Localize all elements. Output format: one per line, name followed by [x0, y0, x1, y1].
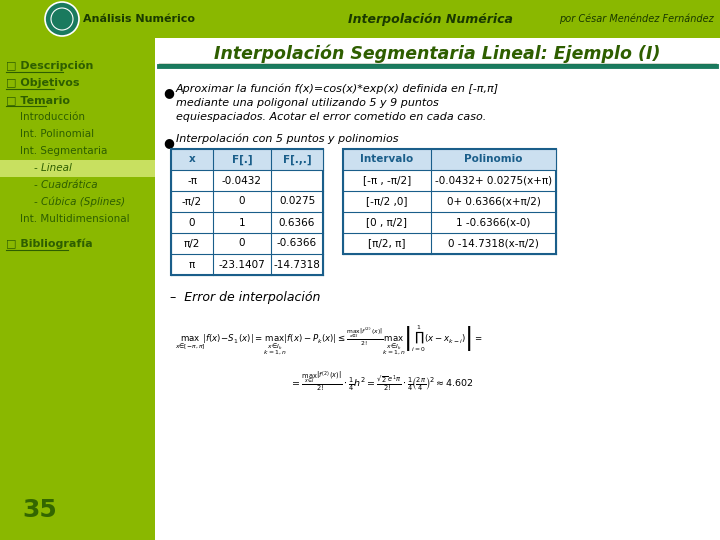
Text: □ Objetivos: □ Objetivos — [6, 78, 79, 88]
Circle shape — [45, 2, 79, 36]
Text: 0: 0 — [239, 239, 246, 248]
Text: –  Error de interpolación: – Error de interpolación — [170, 291, 320, 304]
Text: 0: 0 — [189, 218, 195, 227]
Text: 0: 0 — [239, 197, 246, 206]
Text: 0.0275: 0.0275 — [279, 197, 315, 206]
Text: [0 , π/2]: [0 , π/2] — [366, 218, 408, 227]
Text: Aproximar la función f(x)=cos(x)*exp(x) definida en [-π,π]: Aproximar la función f(x)=cos(x)*exp(x) … — [176, 84, 499, 94]
Bar — [343, 149, 556, 170]
Text: □ Bibliografía: □ Bibliografía — [6, 239, 93, 249]
Text: -14.7318: -14.7318 — [274, 260, 320, 269]
Text: Interpolación Numérica: Interpolación Numérica — [348, 12, 513, 25]
Text: Int. Polinomial: Int. Polinomial — [20, 129, 94, 139]
Text: Introducción: Introducción — [20, 112, 85, 122]
Text: 1 -0.6366(x-0): 1 -0.6366(x-0) — [456, 218, 531, 227]
Text: $\max_{x\in[-\pi,\pi]}\!\left|f(x)-S_1(x)\right|= \max_{\substack{x\in I_k\\k=1,: $\max_{x\in[-\pi,\pi]}\!\left|f(x)-S_1(x… — [175, 323, 483, 356]
Text: equiespaciados. Acotar el error cometido en cada caso.: equiespaciados. Acotar el error cometido… — [176, 112, 486, 122]
Text: -π: -π — [187, 176, 197, 186]
Text: Intervalo: Intervalo — [361, 154, 413, 165]
Text: - Lineal: - Lineal — [34, 163, 72, 173]
Text: ●: ● — [163, 86, 174, 99]
Text: Int. Multidimensional: Int. Multidimensional — [20, 214, 130, 224]
Text: [π/2, π]: [π/2, π] — [368, 239, 406, 248]
Bar — [343, 149, 556, 254]
Bar — [155, 38, 720, 540]
Text: π: π — [189, 260, 195, 269]
Text: -π/2: -π/2 — [182, 197, 202, 206]
Text: mediante una poligonal utilizando 5 y 9 puntos: mediante una poligonal utilizando 5 y 9 … — [176, 98, 438, 108]
Text: ●: ● — [163, 136, 174, 149]
Text: -23.1407: -23.1407 — [219, 260, 266, 269]
Text: x: x — [189, 154, 195, 165]
Bar — [171, 149, 323, 170]
Text: Polinomio: Polinomio — [464, 154, 523, 165]
Text: 0+ 0.6366(x+π/2): 0+ 0.6366(x+π/2) — [446, 197, 541, 206]
Bar — [0, 160, 155, 177]
Text: 1: 1 — [239, 218, 246, 227]
Text: Interpolación con 5 puntos y polinomios: Interpolación con 5 puntos y polinomios — [176, 134, 398, 145]
Text: $= \frac{\max_{x\in I}\left|f^{(2)}(x)\right|}{2!}\cdot\frac{1}{4}h^2 = \frac{\s: $= \frac{\max_{x\in I}\left|f^{(2)}(x)\r… — [290, 369, 473, 393]
Text: F[.]: F[.] — [232, 154, 252, 165]
Text: □ Descripción: □ Descripción — [6, 60, 94, 71]
Text: - Cúbica (Splines): - Cúbica (Splines) — [34, 197, 125, 207]
Bar — [0, 0, 155, 540]
Text: 35: 35 — [22, 498, 57, 522]
Text: 0.6366: 0.6366 — [279, 218, 315, 227]
Text: -0.0432+ 0.0275(x+π): -0.0432+ 0.0275(x+π) — [435, 176, 552, 186]
Bar — [0, 0, 720, 38]
Text: Interpolación Segmentaria Lineal: Ejemplo (I): Interpolación Segmentaria Lineal: Ejempl… — [215, 45, 661, 63]
Text: Int. Segmentaria: Int. Segmentaria — [20, 146, 107, 156]
Text: □ Temario: □ Temario — [6, 95, 70, 105]
Text: π/2: π/2 — [184, 239, 200, 248]
Text: [-π/2 ,0]: [-π/2 ,0] — [366, 197, 408, 206]
Text: -0.0432: -0.0432 — [222, 176, 262, 186]
Text: por César Menéndez Fernández: por César Menéndez Fernández — [559, 14, 714, 24]
Bar — [171, 149, 323, 275]
Text: -0.6366: -0.6366 — [277, 239, 317, 248]
Text: [-π , -π/2]: [-π , -π/2] — [363, 176, 411, 186]
Text: - Cuadrática: - Cuadrática — [34, 180, 98, 190]
Text: F[.,.]: F[.,.] — [283, 154, 311, 165]
Text: Análisis Numérico: Análisis Numérico — [83, 14, 195, 24]
Text: 0 -14.7318(x-π/2): 0 -14.7318(x-π/2) — [448, 239, 539, 248]
